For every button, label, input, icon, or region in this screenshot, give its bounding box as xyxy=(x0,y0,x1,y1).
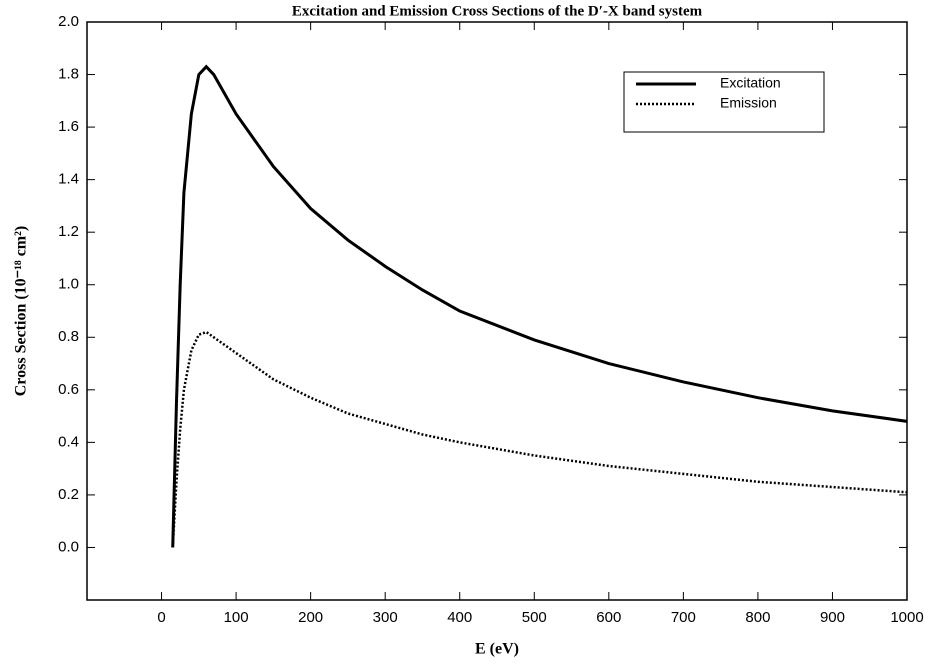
legend-box xyxy=(623,71,825,133)
x-tick-label: 700 xyxy=(671,609,696,626)
y-tick-label: 0.0 xyxy=(58,538,79,555)
x-tick-label: 400 xyxy=(447,609,472,626)
legend-label: Emission xyxy=(720,95,777,111)
chart-title: Excitation and Emission Cross Sections o… xyxy=(292,3,703,19)
y-tick-label: 0.6 xyxy=(58,381,79,398)
x-tick-label: 300 xyxy=(373,609,398,626)
x-tick-label: 900 xyxy=(820,609,845,626)
series-line xyxy=(171,330,908,548)
y-tick-label: 1.2 xyxy=(58,223,79,240)
y-tick-label: 0.2 xyxy=(58,486,79,503)
x-tick-label: 200 xyxy=(298,609,323,626)
x-tick-label: 500 xyxy=(522,609,547,626)
x-tick-label: 800 xyxy=(745,609,770,626)
y-tick-label: 0.8 xyxy=(58,328,79,345)
series-line xyxy=(171,64,908,548)
legend-label: Excitation xyxy=(720,75,781,91)
x-axis-label: E (eV) xyxy=(475,641,519,658)
y-axis-label: Cross Section (10⁻¹⁸ cm²) xyxy=(13,226,30,397)
y-tick-label: 1.4 xyxy=(58,171,79,188)
x-tick-label: 1000 xyxy=(890,609,923,626)
y-tick-label: 1.8 xyxy=(58,66,79,83)
x-tick-label: 0 xyxy=(157,609,165,626)
x-tick-label: 100 xyxy=(224,609,249,626)
plot-frame xyxy=(86,21,908,601)
y-tick-label: 1.6 xyxy=(58,118,79,135)
y-tick-label: 2.0 xyxy=(58,13,79,30)
y-tick-label: 0.4 xyxy=(58,433,79,450)
x-tick-label: 600 xyxy=(596,609,621,626)
y-tick-label: 1.0 xyxy=(58,276,79,293)
